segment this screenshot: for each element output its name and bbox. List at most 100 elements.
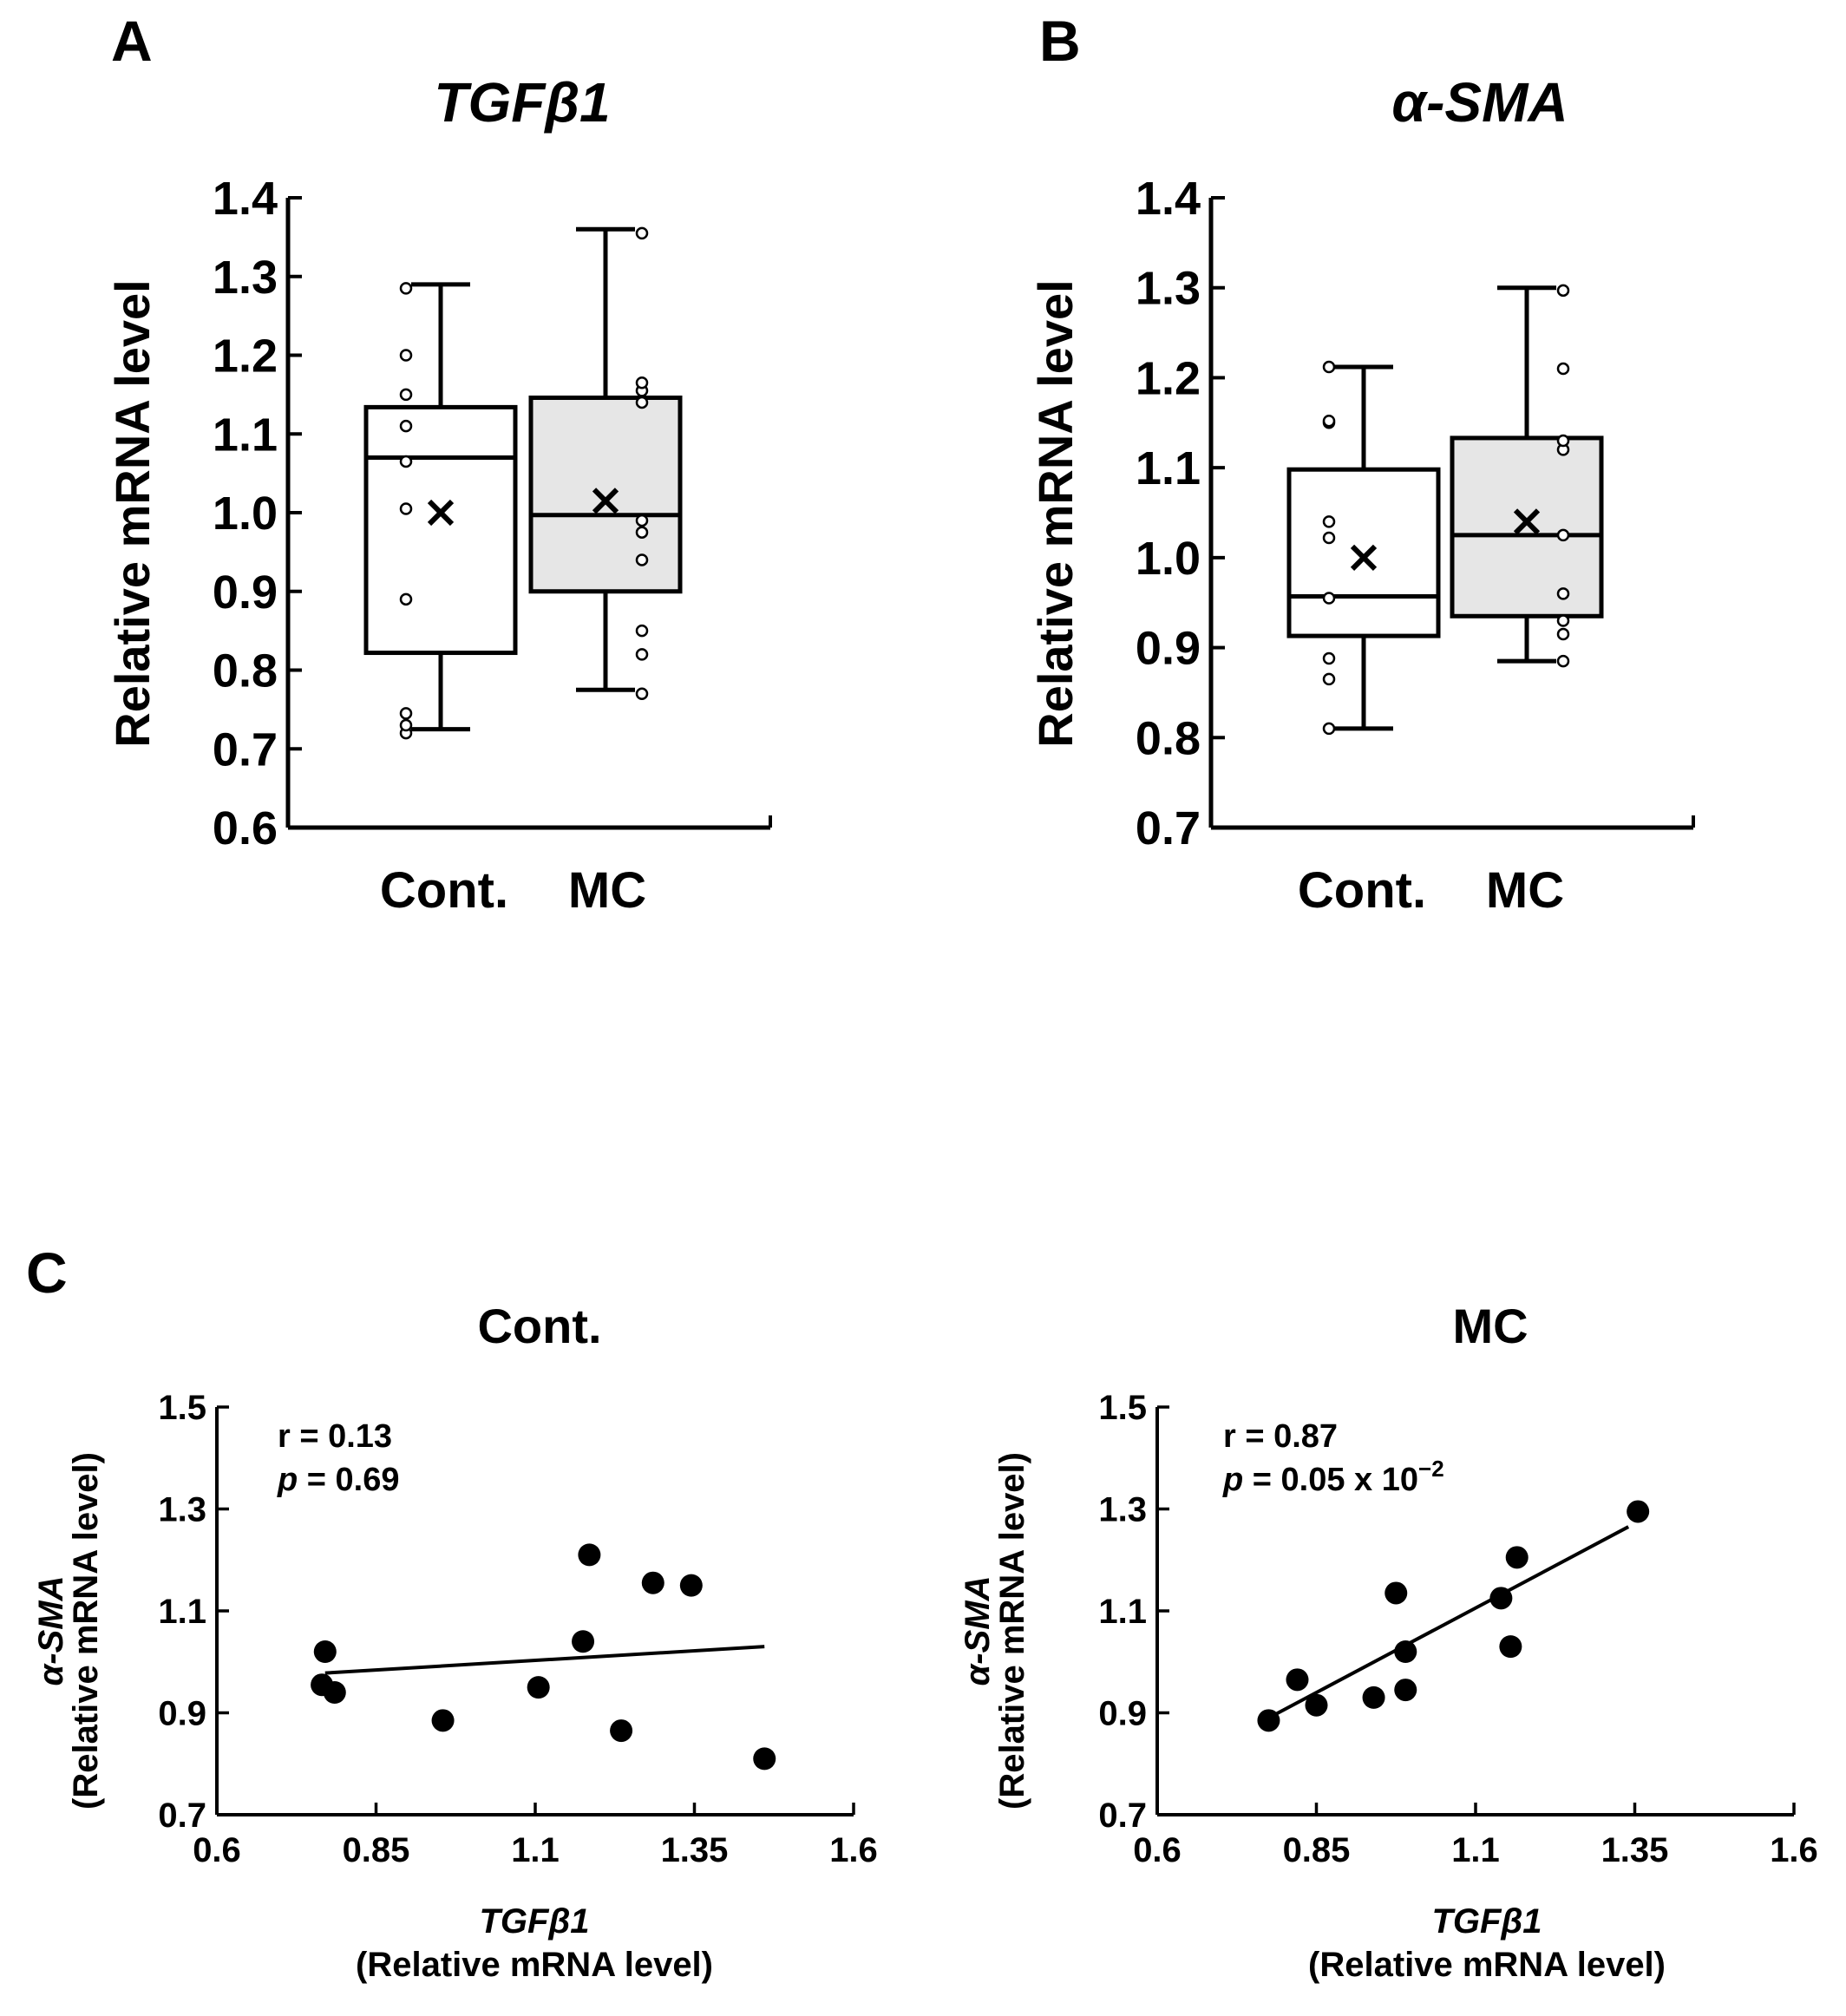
cont-data-point bbox=[1322, 722, 1336, 736]
data-point bbox=[679, 1574, 703, 1597]
x-tick-label: 1.35 bbox=[1601, 1831, 1669, 1869]
y-tick-label: 1.3 bbox=[158, 1491, 206, 1529]
mc-mean-marker bbox=[592, 488, 619, 514]
x-tick-label: 1.6 bbox=[1770, 1831, 1818, 1869]
data-point bbox=[1489, 1587, 1513, 1610]
panel-b-axes bbox=[1208, 196, 1695, 830]
panel-c-right-p-value: p = 0.05 x 10−2 bbox=[1222, 1456, 1444, 1498]
cont-data-point bbox=[399, 388, 413, 402]
mc-data-point bbox=[1556, 654, 1570, 668]
panel-a-category-cont: Cont. bbox=[380, 862, 508, 919]
mc-data-point bbox=[635, 624, 649, 638]
panel-c-left-title: Cont. bbox=[477, 1299, 601, 1353]
panel-b-boxes bbox=[1286, 284, 1604, 736]
panel-c-right-x-gene: TGFβ1 bbox=[1431, 1902, 1542, 1941]
mc-data-point bbox=[635, 226, 649, 240]
cont-data-point bbox=[1322, 672, 1336, 686]
mc-mean-marker bbox=[1513, 508, 1541, 535]
data-point bbox=[578, 1543, 601, 1567]
y-tick-label: 1.5 bbox=[1098, 1389, 1147, 1427]
y-tick-label: 0.9 bbox=[158, 1695, 206, 1733]
y-tick-label: 0.8 bbox=[213, 645, 278, 697]
mc-data-point bbox=[635, 648, 649, 661]
panel-a-letter: A bbox=[111, 9, 153, 73]
x-tick-label: 0.6 bbox=[1133, 1831, 1182, 1869]
mc-data-point bbox=[635, 553, 649, 566]
x-tick-label: 0.85 bbox=[1283, 1831, 1351, 1869]
cont-data-point bbox=[1322, 414, 1336, 428]
panel-a-axes bbox=[285, 196, 772, 830]
panel-c-right-axes bbox=[1155, 1405, 1796, 1816]
data-point bbox=[641, 1571, 664, 1594]
cont-data-point bbox=[399, 419, 413, 433]
cont-mean-marker bbox=[427, 499, 455, 527]
cont-data-point bbox=[399, 349, 413, 362]
y-tick-label: 1.2 bbox=[1136, 352, 1201, 404]
panel-c-left-points bbox=[311, 1543, 776, 1771]
y-tick-label: 0.9 bbox=[1136, 623, 1201, 675]
panel-c-right-y-label: (Relative mRNA level) bbox=[993, 1452, 1031, 1810]
panel-a-boxes bbox=[363, 226, 683, 740]
mc-data-point bbox=[635, 526, 649, 539]
cont-data-point bbox=[399, 592, 413, 606]
y-tick-label: 1.1 bbox=[213, 409, 278, 461]
mc-data-point bbox=[1556, 362, 1570, 376]
cont-data-point bbox=[399, 502, 413, 515]
y-tick-label: 0.7 bbox=[1136, 802, 1201, 854]
y-tick-label: 0.7 bbox=[158, 1797, 206, 1835]
mc-data-point bbox=[1556, 627, 1570, 641]
mc-data-point bbox=[1556, 434, 1570, 448]
panel-b-category-mc: MC bbox=[1486, 862, 1564, 919]
cont-data-point bbox=[399, 455, 413, 468]
data-point bbox=[572, 1630, 595, 1653]
mc-data-point bbox=[1556, 614, 1570, 627]
x-tick-label: 0.6 bbox=[193, 1831, 241, 1869]
panel-c-left-axes bbox=[215, 1405, 855, 1816]
y-tick-label: 0.7 bbox=[213, 723, 278, 776]
x-tick-label: 1.35 bbox=[661, 1831, 729, 1869]
panel-b: B α-SMA Relative mRNA level 1.4 1.3 1.2 1.1… bbox=[1028, 9, 1695, 919]
y-tick-label: 0.8 bbox=[1136, 712, 1201, 764]
y-tick-label: 1.3 bbox=[213, 252, 278, 304]
data-point bbox=[1286, 1668, 1309, 1692]
panel-c-left: Cont. α-SMA (Relative mRNA level) r = 0.… bbox=[32, 1299, 878, 1984]
panel-c-right: MC α-SMA (Relative mRNA level) r = 0.87 … bbox=[959, 1299, 1818, 1984]
x-tick-label: 1.6 bbox=[829, 1831, 878, 1869]
panel-b-y-axis-label: Relative mRNA level bbox=[1028, 279, 1083, 748]
y-tick-label: 1.3 bbox=[1136, 263, 1201, 315]
cont-data-point bbox=[399, 718, 413, 732]
y-tick-label: 1.0 bbox=[1136, 533, 1201, 585]
y-tick-label: 1.5 bbox=[158, 1389, 206, 1427]
panel-b-letter: B bbox=[1039, 9, 1081, 73]
panel-b-y-tick-labels: 1.4 1.3 1.2 1.1 1.0 0.9 0.8 0.7 bbox=[1136, 173, 1201, 854]
x-tick-label: 0.85 bbox=[343, 1831, 410, 1869]
y-tick-label: 1.4 bbox=[1136, 173, 1201, 225]
panel-c-left-x-gene: TGFβ1 bbox=[479, 1902, 589, 1941]
y-tick-label: 1.0 bbox=[213, 488, 278, 540]
panel-c-left-y-label: (Relative mRNA level) bbox=[67, 1452, 105, 1810]
panel-c-right-title: MC bbox=[1452, 1299, 1528, 1353]
y-tick-label: 1.2 bbox=[213, 331, 278, 383]
cont-box bbox=[363, 404, 518, 656]
cont-data-point bbox=[1322, 592, 1336, 605]
panel-a-y-axis-label: Relative mRNA level bbox=[105, 279, 160, 748]
data-point bbox=[1505, 1546, 1529, 1569]
data-point bbox=[1257, 1709, 1280, 1732]
y-tick-label: 1.1 bbox=[158, 1593, 206, 1631]
panel-c-left-p-value: p = 0.69 bbox=[277, 1462, 399, 1498]
mc-data-point bbox=[1556, 284, 1570, 298]
x-tick-label: 1.1 bbox=[1451, 1831, 1500, 1869]
mc-data-point bbox=[635, 396, 649, 409]
cont-box bbox=[1286, 467, 1441, 638]
panel-a-title: TGFβ1 bbox=[434, 71, 610, 134]
regression-line bbox=[324, 1645, 765, 1675]
data-point bbox=[1394, 1640, 1417, 1663]
panel-c-left-y-gene: α-SMA bbox=[32, 1575, 70, 1685]
panel-c-right-x-label: (Relative mRNA level) bbox=[1308, 1946, 1666, 1984]
cont-mean-marker bbox=[1350, 544, 1378, 571]
panel-b-category-cont: Cont. bbox=[1298, 862, 1426, 919]
panel-c-left-r-value: r = 0.13 bbox=[278, 1418, 392, 1455]
y-tick-label: 0.9 bbox=[213, 566, 278, 619]
y-tick-label: 1.1 bbox=[1136, 442, 1201, 494]
